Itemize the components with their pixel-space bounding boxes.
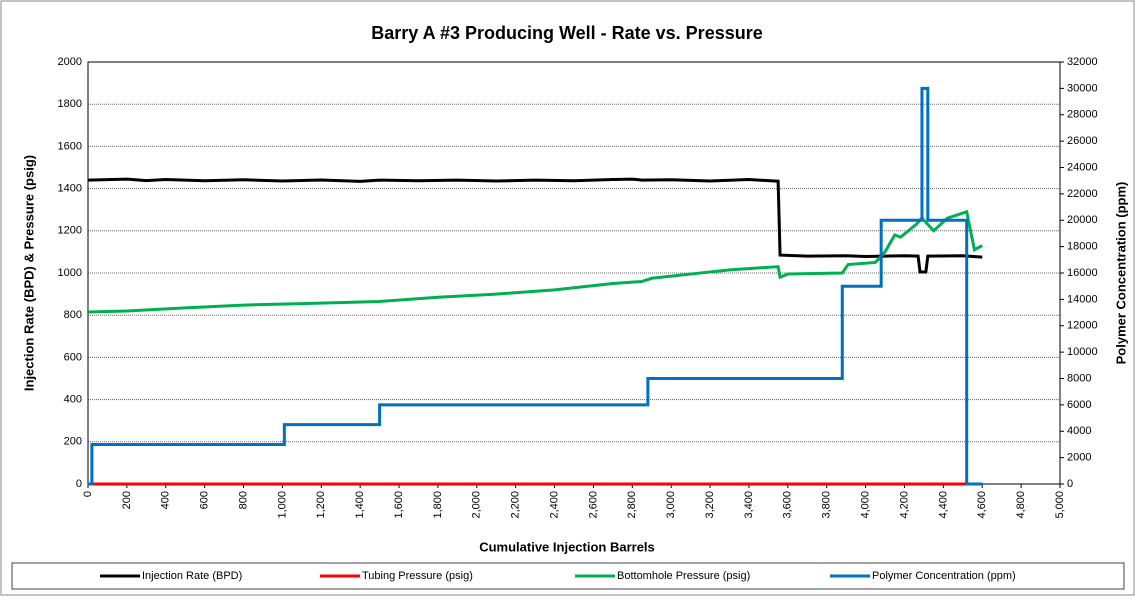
y-axis-label: Injection Rate (BPD) & Pressure (psig) [21, 155, 36, 391]
series-line [88, 86, 983, 486]
y2-tick-label: 10000 [1067, 346, 1098, 358]
y2-tick-label: 22000 [1067, 188, 1098, 200]
y-tick-label: 800 [64, 309, 82, 321]
x-tick-label: 4,000 [860, 491, 872, 519]
x-tick-label: 0 [82, 491, 94, 497]
x-tick-label: 3,600 [782, 491, 794, 519]
x-tick-label: 1,800 [432, 491, 444, 519]
x-tick-label: 2,200 [510, 491, 522, 519]
x-tick-label: 2,400 [548, 491, 560, 519]
y2-tick-label: 0 [1067, 478, 1073, 490]
y2-tick-label: 24000 [1067, 161, 1098, 173]
y2-tick-label: 20000 [1067, 214, 1098, 226]
y-tick-label: 1800 [58, 98, 82, 110]
y2-tick-label: 12000 [1067, 320, 1098, 332]
y-tick-label: 200 [64, 436, 82, 448]
series-line [87, 177, 983, 274]
legend-box [11, 562, 1125, 590]
y-tick-label: 2000 [58, 56, 82, 68]
x-tick-label: 3,000 [665, 491, 677, 519]
x-tick-label: 200 [121, 491, 133, 509]
y-tick-label: 400 [64, 394, 82, 406]
x-tick-label: 2,000 [471, 491, 483, 519]
x-tick-label: 4,400 [937, 491, 949, 519]
x-tick-label: 800 [237, 491, 249, 509]
x-tick-label: 4,600 [976, 491, 988, 519]
x-tick-label: 3,400 [743, 491, 755, 519]
y2-tick-label: 8000 [1067, 372, 1091, 384]
x-tick-label: 2,600 [587, 491, 599, 519]
chart-title: Barry A #3 Producing Well - Rate vs. Pre… [371, 23, 762, 43]
y-tick-label: 1600 [58, 140, 82, 152]
y-tick-label: 600 [64, 351, 82, 363]
legend-label: Polymer Concentration (ppm) [872, 570, 1016, 582]
y2-axis-label: Polymer Concentration (ppm) [1113, 182, 1128, 365]
x-tick-label: 3,800 [821, 491, 833, 519]
legend-label: Tubing Pressure (psig) [362, 570, 473, 582]
series-line [87, 209, 983, 314]
y2-tick-label: 26000 [1067, 135, 1098, 147]
y2-tick-label: 30000 [1067, 82, 1098, 94]
x-tick-label: 5,000 [1054, 491, 1066, 519]
y2-tick-label: 16000 [1067, 267, 1098, 279]
x-tick-label: 1,400 [354, 491, 366, 519]
y2-tick-label: 18000 [1067, 241, 1098, 253]
x-tick-label: 600 [199, 491, 211, 509]
x-tick-label: 1,600 [393, 491, 405, 519]
x-tick-label: 3,200 [704, 491, 716, 519]
y2-tick-label: 4000 [1067, 425, 1091, 437]
x-tick-label: 1,000 [276, 491, 288, 519]
x-tick-label: 2,800 [626, 491, 638, 519]
y2-tick-label: 2000 [1067, 452, 1091, 464]
y-tick-label: 1000 [58, 267, 82, 279]
x-tick-label: 4,800 [1015, 491, 1027, 519]
y-tick-label: 0 [76, 478, 82, 490]
y2-tick-label: 14000 [1067, 293, 1098, 305]
y2-tick-label: 32000 [1067, 56, 1098, 68]
legend-label: Bottomhole Pressure (psig) [617, 570, 750, 582]
x-tick-label: 1,200 [315, 491, 327, 519]
legend-label: Injection Rate (BPD) [142, 570, 242, 582]
x-axis-label: Cumulative Injection Barrels [479, 539, 655, 554]
y2-tick-label: 6000 [1067, 399, 1091, 411]
x-tick-label: 400 [160, 491, 172, 509]
y-tick-label: 1400 [58, 183, 82, 195]
y2-tick-label: 28000 [1067, 109, 1098, 121]
x-tick-label: 4,200 [898, 491, 910, 519]
y-tick-label: 1200 [58, 225, 82, 237]
